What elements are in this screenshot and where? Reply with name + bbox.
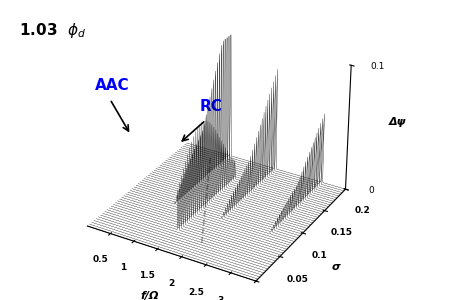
Text: RC: RC (200, 99, 223, 114)
Text: AAC: AAC (95, 78, 129, 93)
Text: $\mathbf{1.03}$  $\phi_d$: $\mathbf{1.03}$ $\phi_d$ (19, 21, 86, 40)
X-axis label: f/Ω: f/Ω (141, 291, 159, 300)
Y-axis label: σ: σ (332, 262, 340, 272)
